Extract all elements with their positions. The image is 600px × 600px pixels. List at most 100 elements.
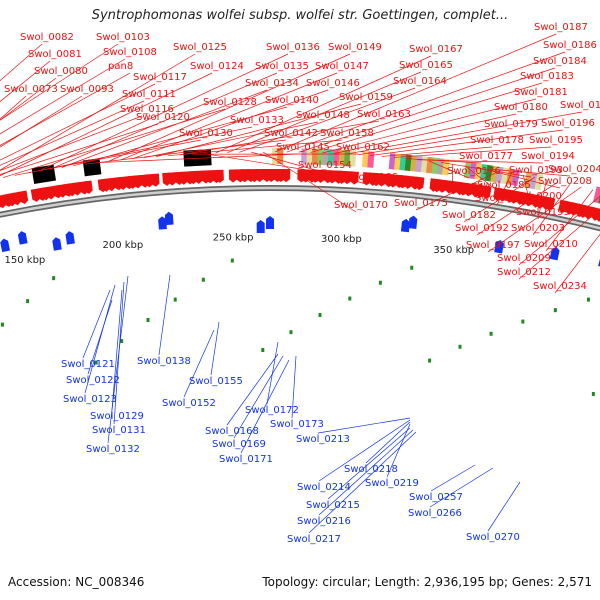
gene-label: Swol_0148 (296, 110, 350, 121)
leader-line (381, 146, 493, 157)
gene-label: Swol_0195 (529, 135, 583, 146)
gene-label: Swol_0192 (455, 223, 509, 234)
gene-label: Swol_0093 (60, 84, 114, 95)
leader-line (451, 163, 454, 195)
gene-label: Swol_0181 (514, 87, 568, 98)
leader-line (87, 299, 113, 375)
tick-label: 150 kbp (5, 255, 46, 266)
gene-label: Swol_0152 (162, 398, 216, 409)
leader-line (215, 55, 432, 154)
gene-block (301, 148, 308, 165)
forward-gene (438, 179, 448, 193)
leader-line (393, 146, 552, 158)
gene-label: Swol_0179 (484, 119, 538, 130)
gene-label: Swol_0212 (497, 267, 551, 278)
leader-line (334, 113, 517, 154)
reverse-gene (408, 215, 418, 230)
accession-text: Accession: NC_008346 (8, 575, 145, 589)
reverse-gene (0, 238, 11, 253)
gene-label: Swol_0132 (86, 444, 140, 455)
forward-gene (240, 169, 249, 183)
leader-line (0, 95, 83, 148)
leader-line (226, 353, 279, 426)
gene-label: Swol_0203 (511, 223, 565, 234)
gene-label: Swol_0180 (494, 102, 548, 113)
leader-line (365, 421, 411, 464)
gene-block (394, 153, 402, 171)
forward-gene (11, 191, 22, 206)
gene-label: Swol_0131 (92, 425, 146, 436)
gene-label: Swol_0257 (409, 492, 463, 503)
reverse-gene (164, 211, 174, 226)
leader-line (476, 181, 559, 236)
leader-line (262, 151, 357, 213)
gene-label: Swol_0073 (4, 84, 58, 95)
rna-mark (591, 392, 595, 397)
gene-label: Swol_0145 (276, 142, 330, 153)
leader-line (358, 130, 507, 156)
gene-label: Swol_0193 (509, 165, 563, 176)
leader-line (487, 481, 521, 532)
gene-label: Swol_0165 (399, 60, 453, 71)
leader-line (0, 58, 126, 135)
leader-line (0, 72, 131, 146)
leader-line (429, 467, 494, 508)
leader-line (227, 71, 422, 153)
forward-gene (415, 176, 425, 191)
gene-label: Swol_0175 (394, 198, 448, 209)
rna-mark (120, 338, 124, 343)
leader-line (430, 464, 476, 492)
leader-line (0, 95, 27, 120)
leader-line (429, 160, 470, 179)
gene-label: Swol_0266 (408, 508, 462, 519)
gene-label: Swol_0184 (533, 56, 587, 67)
leader-line (210, 321, 220, 376)
leader-line (318, 429, 414, 516)
leader-line (298, 67, 556, 153)
rna-mark (201, 277, 205, 282)
rna-mark (94, 360, 98, 365)
gene-label: Swol_0177 (459, 151, 513, 162)
gene-label: Swol_0129 (90, 411, 144, 422)
tick-label: 200 kbp (102, 240, 143, 251)
forward-gene (595, 208, 600, 222)
leader-line (38, 53, 289, 172)
gene-label: Swol_0198 (560, 100, 600, 111)
rna-mark (173, 297, 177, 302)
forward-gene (282, 169, 291, 183)
leader-line (317, 417, 411, 434)
gene-label: Swol_0173 (270, 419, 324, 430)
reverse-gene (494, 239, 504, 254)
tick-label: 250 kbp (213, 233, 254, 244)
forward-gene (45, 185, 56, 200)
leader-line (386, 423, 411, 478)
rna-mark (289, 330, 293, 335)
leader-line (0, 83, 156, 161)
gene-block (317, 148, 324, 166)
gene-label: Swol_0103 (96, 32, 150, 43)
leader-line (49, 72, 278, 170)
gene-label: Swol_0167 (409, 44, 463, 55)
leader-line (97, 153, 299, 164)
gene-label: Swol_0155 (189, 376, 243, 387)
leader-line (156, 103, 362, 157)
rna-mark (52, 276, 56, 281)
gene-label: Swol_0140 (265, 95, 319, 106)
leader-line (291, 355, 297, 419)
leader-line (144, 121, 319, 158)
forward-gene (83, 180, 93, 194)
gene-block (204, 149, 212, 166)
gene-block (592, 186, 600, 204)
leader-line (286, 51, 566, 153)
gene-label: Swol_0204 (548, 164, 600, 175)
leader-line (84, 284, 116, 394)
gene-block (361, 151, 370, 168)
gene-label: Swol_0214 (297, 482, 351, 493)
rna-mark (26, 299, 30, 304)
gene-label: Swol_0164 (393, 76, 447, 87)
leader-line (203, 153, 321, 173)
gene-label: Swol_0194 (521, 151, 575, 162)
gene-label: Swol_0234 (533, 281, 587, 292)
leader-line (0, 77, 57, 121)
leader-line (308, 431, 417, 534)
